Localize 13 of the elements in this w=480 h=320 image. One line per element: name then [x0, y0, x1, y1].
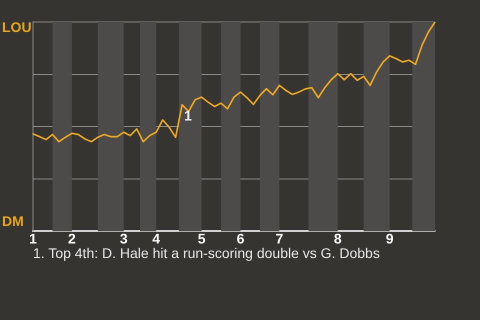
x-tick-label: 7	[275, 230, 284, 246]
annotation: 1	[184, 108, 192, 124]
x-tick-label: 1	[29, 230, 38, 246]
x-tick-label: 8	[334, 230, 342, 246]
text: DM	[2, 213, 24, 230]
text: 1. Top 4th: D. Hale hit a run-scoring double vs G. Dobbs	[33, 245, 380, 261]
x-tick-label: 5	[198, 230, 206, 246]
x-tick-label: 9	[386, 230, 394, 246]
text: LOU	[2, 19, 32, 35]
x-tick-label: 4	[152, 230, 160, 246]
x-tick-label: 6	[236, 230, 245, 246]
x-tick-label: 2	[68, 230, 76, 246]
x-tick-label: 3	[120, 230, 128, 246]
